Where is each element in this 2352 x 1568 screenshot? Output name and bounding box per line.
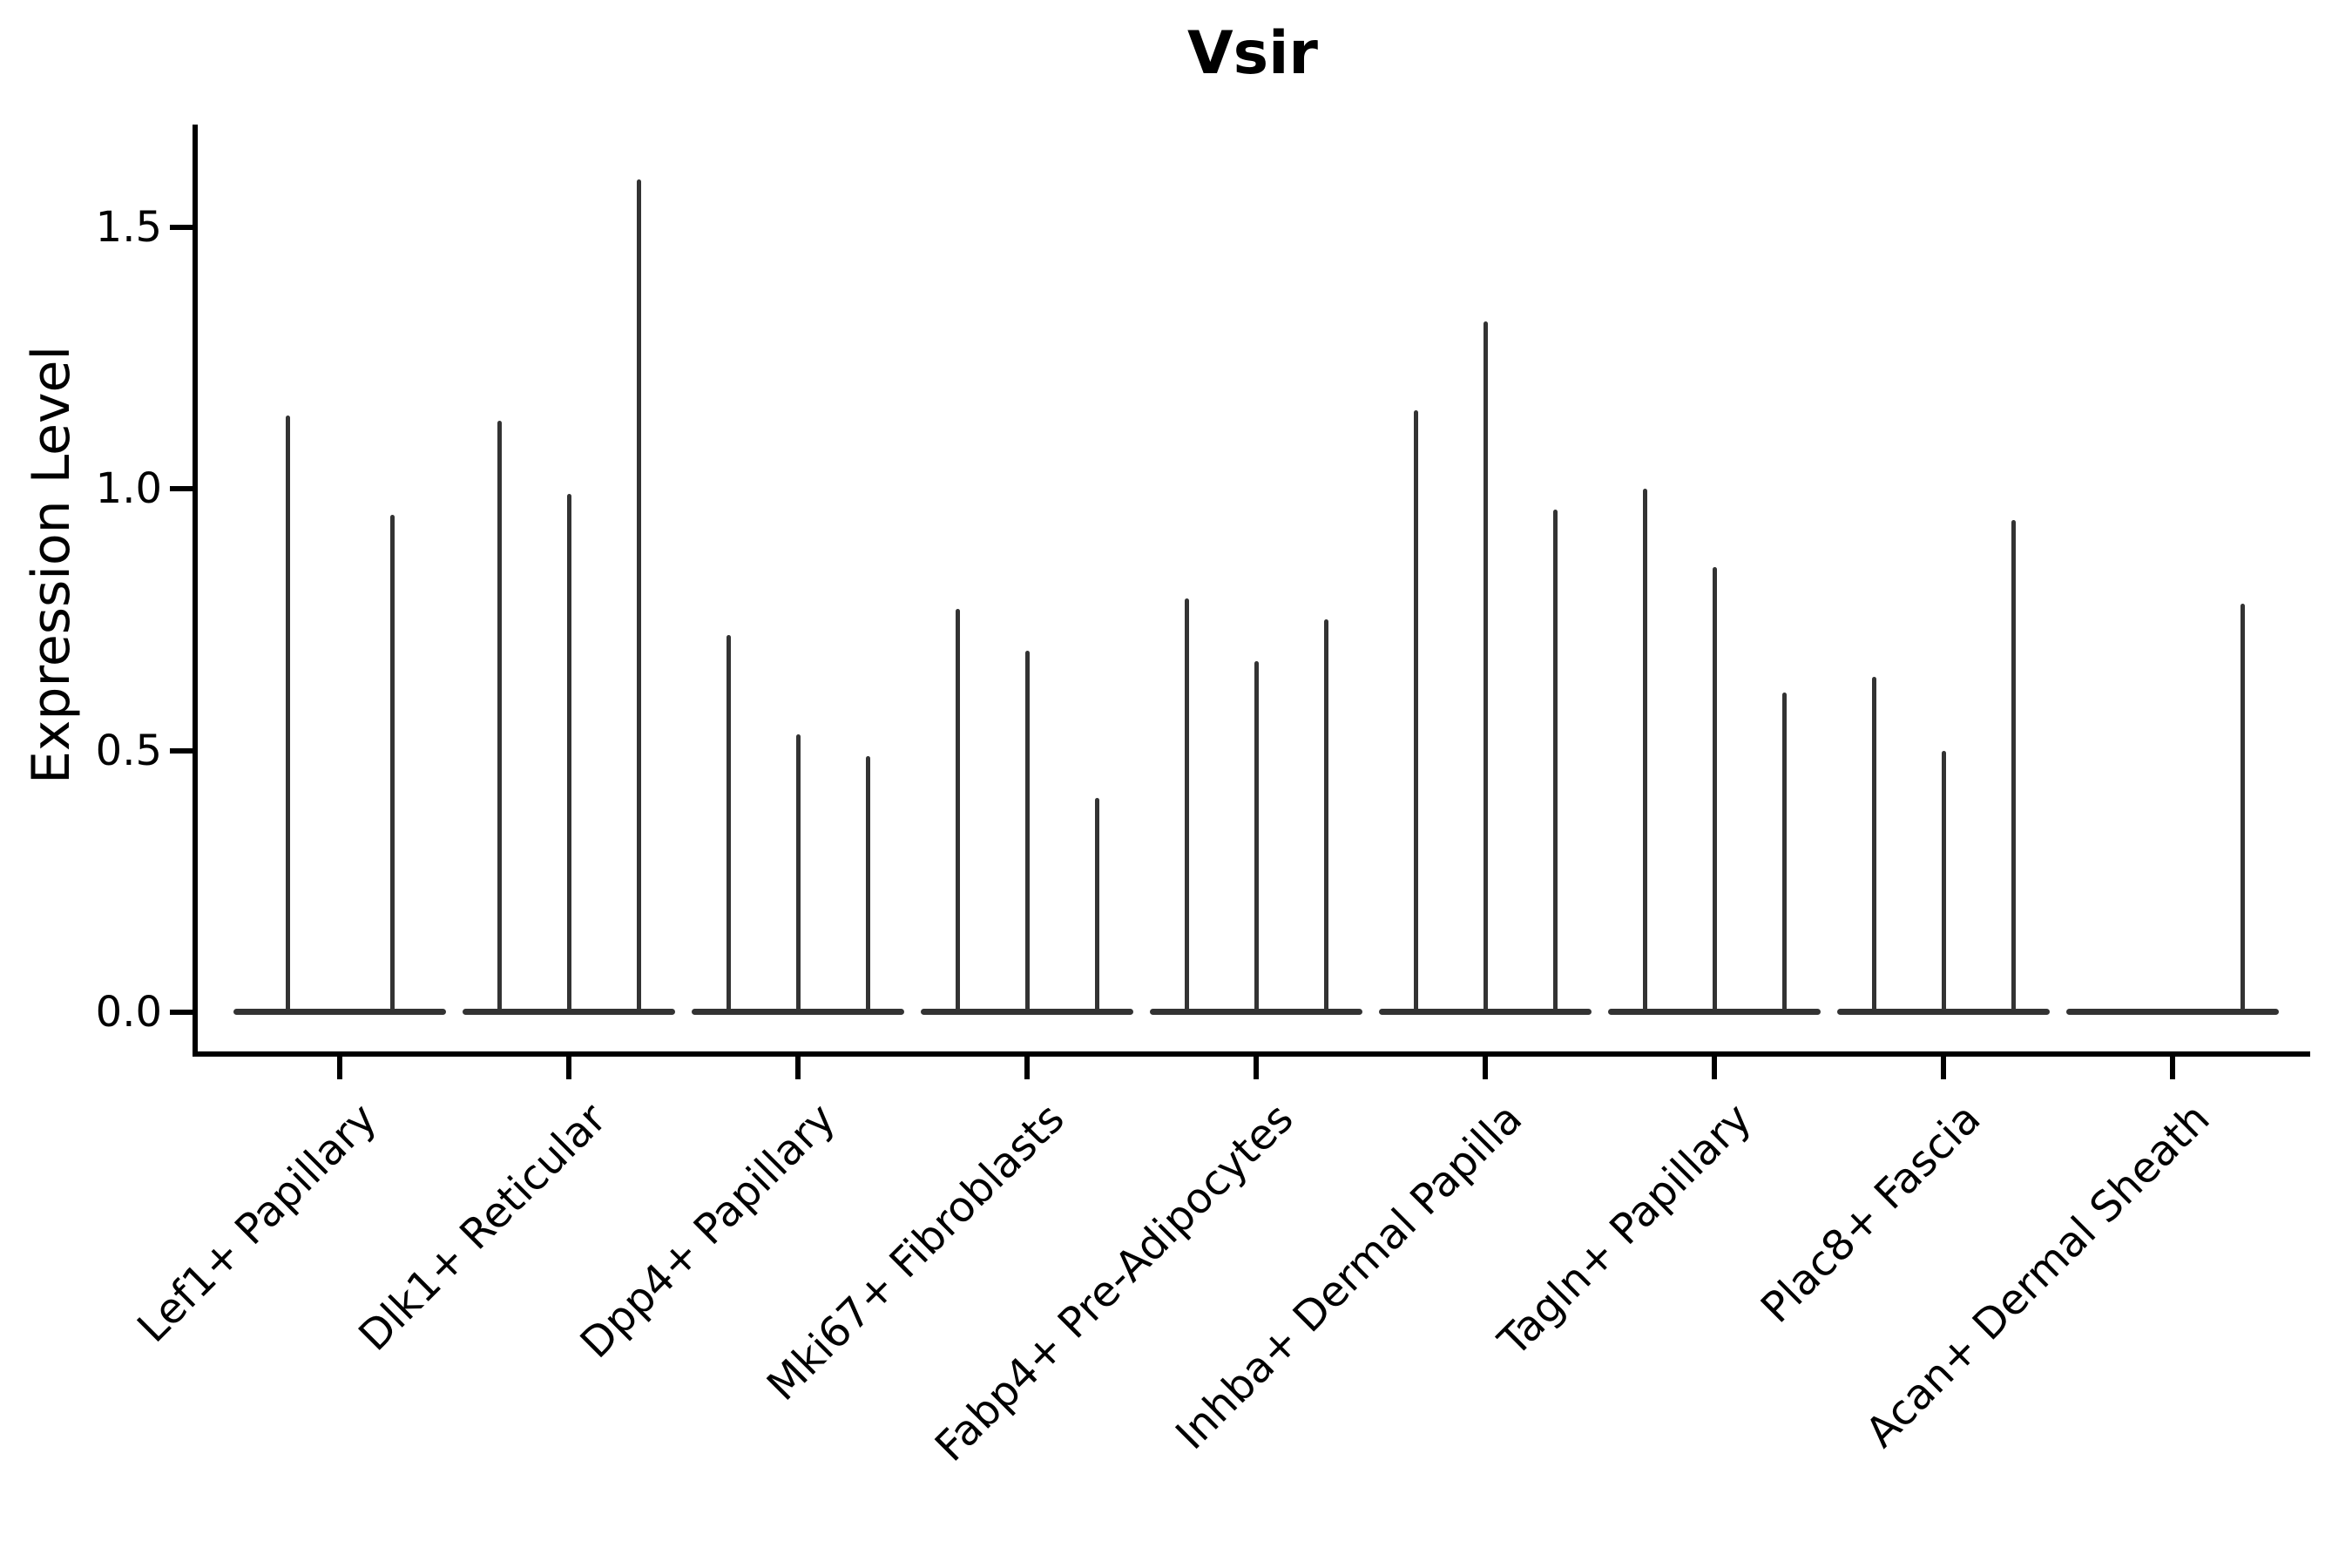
x-tick-label: Tagln+ Papillary xyxy=(1489,1094,1761,1366)
violin-spike xyxy=(2011,520,2016,1012)
violin-spike xyxy=(865,755,870,1012)
violin-spike xyxy=(1094,797,1099,1012)
violin-spike xyxy=(1323,619,1328,1012)
y-tick-mark xyxy=(170,224,193,230)
violin-spike xyxy=(285,415,290,1012)
x-tick-label: Plac8+ Fascia xyxy=(1752,1094,1990,1333)
violin-spike xyxy=(1254,661,1259,1012)
y-tick-mark xyxy=(170,1010,193,1015)
violin-spike xyxy=(1712,567,1717,1012)
y-axis-label: Expression Level xyxy=(21,345,82,784)
violin-spike xyxy=(497,420,502,1012)
violin-body xyxy=(233,1009,446,1015)
violin-spike xyxy=(2240,604,2245,1012)
y-tick-label: 0.5 xyxy=(95,726,162,775)
y-tick-label: 1.5 xyxy=(95,202,162,252)
y-tick-mark xyxy=(170,747,193,754)
violin-spike xyxy=(955,609,960,1012)
y-tick-label: 1.0 xyxy=(95,464,162,513)
violin-spike xyxy=(1184,598,1189,1012)
x-axis-spine xyxy=(193,1051,2310,1057)
x-tick-label: Dpp4+ Papillary xyxy=(571,1094,845,1369)
violin-spike xyxy=(1552,510,1558,1012)
x-tick-mark xyxy=(1941,1057,1946,1079)
violin-spike xyxy=(1871,677,1876,1012)
violin-spike xyxy=(636,179,641,1012)
violin-spike xyxy=(1781,693,1787,1012)
x-tick-mark xyxy=(337,1057,342,1079)
violin-spike xyxy=(726,635,731,1012)
x-tick-mark xyxy=(2170,1057,2175,1079)
x-tick-mark xyxy=(1254,1057,1259,1079)
x-tick-mark xyxy=(1712,1057,1717,1079)
violin-spike xyxy=(566,494,571,1012)
violin-spike xyxy=(1642,489,1647,1012)
x-tick-mark xyxy=(1024,1057,1030,1079)
violin-spike xyxy=(795,734,801,1012)
violin-spike xyxy=(1413,409,1418,1012)
plot-title: Vsir xyxy=(1187,19,1318,88)
violin-spike xyxy=(1483,321,1488,1012)
y-axis-spine xyxy=(193,125,198,1057)
x-tick-mark xyxy=(1483,1057,1488,1079)
x-tick-mark xyxy=(795,1057,801,1079)
violin-body xyxy=(2066,1009,2279,1015)
y-tick-label: 0.0 xyxy=(95,988,162,1037)
y-tick-mark xyxy=(170,486,193,491)
x-tick-label: Dlk1+ Reticular xyxy=(348,1094,616,1361)
x-tick-label: Lef1+ Papillary xyxy=(128,1094,387,1352)
x-tick-mark xyxy=(566,1057,571,1079)
violin-spike xyxy=(1024,651,1030,1012)
violin-spike xyxy=(389,515,395,1012)
violin-spike xyxy=(1941,750,1946,1012)
